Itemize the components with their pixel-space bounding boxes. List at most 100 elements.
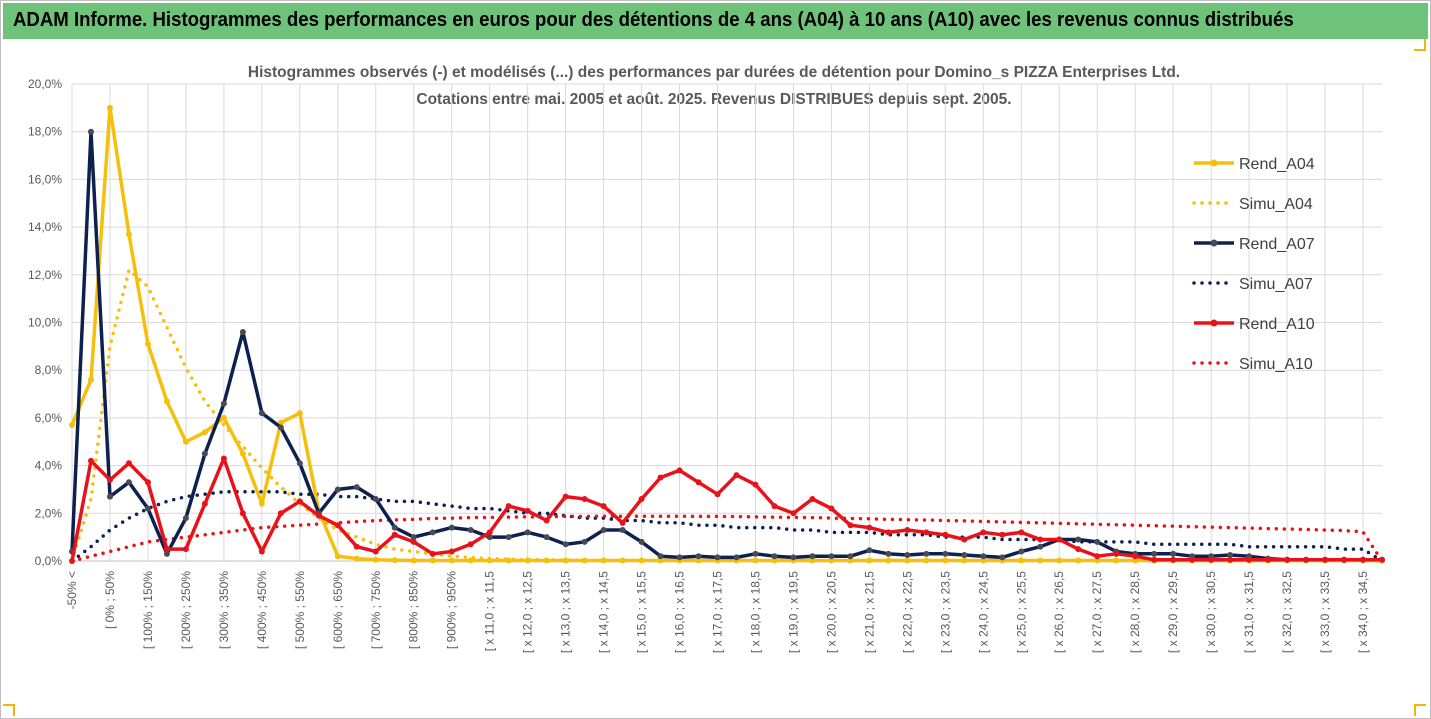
- data-point-rend-a10: [771, 503, 778, 510]
- data-point-rend-a10: [980, 529, 987, 536]
- data-point-rend-a04: [258, 500, 265, 507]
- data-point-rend-a10: [543, 517, 550, 524]
- data-point-rend-a04: [657, 557, 664, 564]
- y-tick-label: 10,0%: [28, 316, 62, 330]
- data-point-rend-a04: [144, 340, 151, 347]
- data-point-rend-a10: [1284, 556, 1291, 563]
- data-point-rend-a04: [866, 557, 873, 564]
- data-point-rend-a07: [467, 526, 474, 533]
- data-point-rend-a10: [600, 503, 607, 510]
- data-point-rend-a04: [809, 557, 816, 564]
- data-point-rend-a07: [1170, 550, 1177, 557]
- data-point-rend-a07: [163, 550, 170, 557]
- data-point-rend-a10: [69, 558, 75, 564]
- resize-handle-bottom-right[interactable]: [1414, 704, 1426, 716]
- chart-title: Histogrammes observés (-) et modélisés (…: [248, 64, 1180, 81]
- x-tick-label: [ 500% ; 550%: [293, 571, 307, 649]
- x-tick-label: [ x 28,0 ; x 28,5: [1128, 571, 1142, 653]
- x-tick-label: [ x 27,0 ; x 27,5: [1090, 571, 1104, 653]
- data-point-rend-a10: [1303, 556, 1310, 563]
- x-tick-label: [ x 17,0 ; x 17,5: [711, 571, 725, 653]
- data-point-rend-a07: [258, 410, 265, 417]
- data-point-rend-a04: [752, 557, 759, 564]
- data-point-rend-a10: [790, 510, 797, 517]
- data-point-rend-a10: [752, 481, 759, 488]
- legend-marker-rend-a04: [1210, 159, 1218, 167]
- data-point-rend-a07: [980, 553, 987, 560]
- legend-label-rend-a04: Rend_A04: [1239, 156, 1315, 173]
- legend-label-simu-a04: Simu_A04: [1239, 196, 1313, 213]
- data-point-rend-a10: [353, 543, 360, 550]
- data-point-rend-a07: [885, 550, 892, 557]
- data-point-rend-a10: [1246, 556, 1253, 563]
- data-point-rend-a10: [657, 474, 664, 481]
- data-point-rend-a10: [1189, 556, 1196, 563]
- data-point-rend-a10: [885, 529, 892, 536]
- data-point-rend-a10: [1018, 529, 1025, 536]
- data-point-rend-a07: [410, 534, 417, 541]
- data-point-rend-a10: [277, 510, 284, 517]
- data-point-rend-a10: [638, 495, 645, 502]
- data-point-rend-a10: [714, 491, 721, 498]
- y-tick-label: 0,0%: [35, 554, 63, 568]
- y-tick-label: 18,0%: [28, 125, 62, 139]
- data-point-rend-a04: [69, 422, 75, 429]
- series-line-simu-a10: [70, 514, 1384, 563]
- data-point-rend-a04: [429, 557, 436, 564]
- y-tick-label: 2,0%: [35, 506, 63, 520]
- data-point-rend-a04: [239, 450, 246, 457]
- data-point-rend-a07: [600, 526, 607, 533]
- data-point-rend-a10: [866, 524, 873, 531]
- data-point-rend-a10: [524, 507, 531, 514]
- data-point-rend-a10: [1151, 556, 1158, 563]
- x-tick-label: [ x 11,0 ; x 11,5: [483, 571, 497, 652]
- data-point-rend-a10: [961, 536, 968, 543]
- data-point-rend-a04: [391, 557, 398, 564]
- report-header: ADAM Informe. Histogrammes des performan…: [3, 3, 1428, 39]
- data-point-rend-a10: [239, 510, 246, 517]
- x-tick-label: [ x 34,0 ; x 34,5: [1356, 571, 1370, 653]
- data-point-rend-a04: [106, 104, 113, 111]
- data-point-rend-a07: [562, 541, 569, 548]
- data-point-rend-a10: [581, 495, 588, 502]
- x-tick-label: -50% <: [65, 571, 79, 609]
- x-tick-label: [ x 29,0 ; x 29,5: [1166, 571, 1180, 653]
- data-point-rend-a04: [201, 429, 208, 436]
- data-point-rend-a04: [980, 557, 987, 564]
- report-title: ADAM Informe. Histogrammes des performan…: [13, 9, 1294, 31]
- data-point-rend-a10: [828, 505, 835, 512]
- data-point-rend-a07: [1037, 543, 1044, 550]
- data-point-rend-a07: [1018, 548, 1025, 555]
- x-tick-label: [ x 23,0 ; x 23,5: [938, 571, 952, 653]
- resize-handle-bottom-left[interactable]: [3, 704, 15, 716]
- data-point-rend-a07: [942, 550, 949, 557]
- data-point-rend-a10: [1037, 536, 1044, 543]
- data-point-rend-a10: [695, 479, 702, 486]
- data-point-rend-a07: [353, 484, 360, 491]
- data-point-rend-a07: [106, 493, 113, 500]
- data-point-rend-a10: [1113, 550, 1120, 557]
- x-tick-label: [ x 16,0 ; x 16,5: [673, 571, 687, 653]
- data-point-rend-a07: [448, 524, 455, 531]
- data-point-rend-a04: [505, 557, 512, 564]
- data-point-rend-a07: [1094, 538, 1101, 545]
- x-tick-label: [ x 13,0 ; x 13,5: [559, 571, 573, 653]
- data-point-rend-a04: [372, 556, 379, 563]
- data-point-rend-a07: [904, 552, 911, 559]
- data-point-rend-a10: [1322, 556, 1329, 563]
- data-point-rend-a07: [125, 479, 132, 486]
- data-point-rend-a07: [828, 553, 835, 560]
- data-point-rend-a07: [695, 553, 702, 560]
- data-point-rend-a04: [87, 376, 94, 383]
- data-point-rend-a04: [1094, 557, 1101, 564]
- x-tick-label: [ x 32,0 ; x 32,5: [1280, 571, 1294, 653]
- x-tick-label: [ 800% ; 850%: [407, 571, 421, 649]
- data-point-rend-a04: [600, 557, 607, 564]
- data-point-rend-a04: [923, 557, 930, 564]
- data-point-rend-a10: [144, 479, 151, 486]
- legend-label-simu-a07: Simu_A07: [1239, 276, 1313, 293]
- resize-handle-top-right[interactable]: [1414, 39, 1426, 51]
- data-point-rend-a04: [448, 557, 455, 564]
- data-point-rend-a04: [410, 557, 417, 564]
